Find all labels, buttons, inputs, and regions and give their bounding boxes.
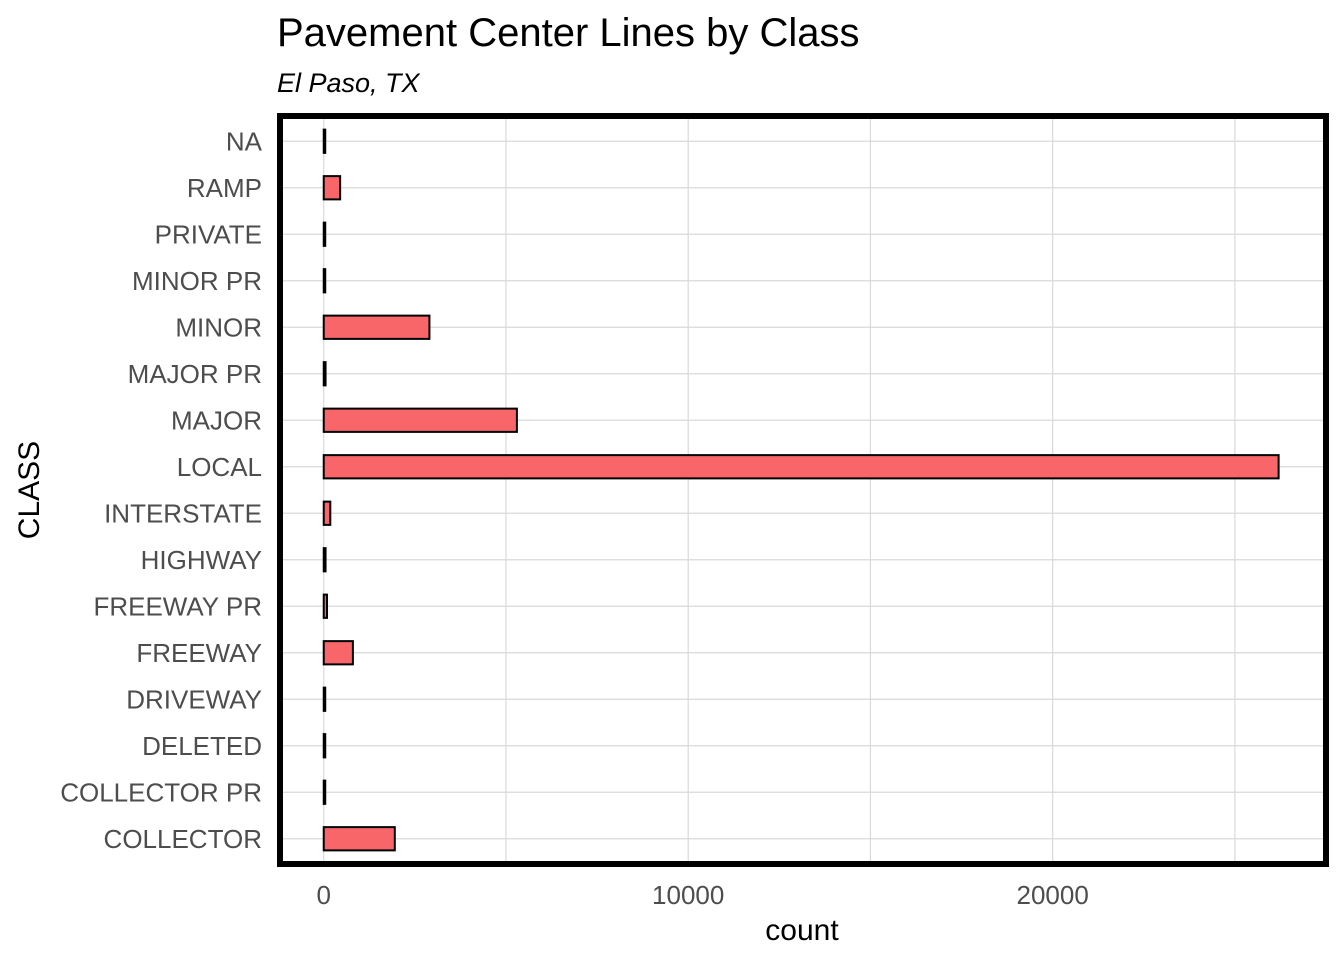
y-axis-tick-labels: COLLECTOR COLLECTOR PR DELETED DRIVEWAY FREE… <box>60 126 262 854</box>
y-tick-label: RAMP <box>187 173 262 203</box>
bar-local <box>322 454 1280 480</box>
gridlines <box>280 116 1326 864</box>
bar-na <box>322 128 327 154</box>
y-tick-label: FREEWAY PR <box>93 591 262 621</box>
y-tick-label: DRIVEWAY <box>126 684 262 714</box>
y-tick-label: MAJOR PR <box>128 359 262 389</box>
y-tick-label: HIGHWAY <box>141 545 262 575</box>
bar-major <box>322 407 518 433</box>
x-axis-tick-labels: 0 10000 20000 <box>317 880 1089 910</box>
y-tick-label: COLLECTOR PR <box>60 777 262 807</box>
y-tick-label: PRIVATE <box>155 219 262 249</box>
plot-panel-border <box>277 113 1329 867</box>
bar-freeway <box>322 640 354 666</box>
bar-freeway-pr <box>322 593 329 619</box>
bar-minor-pr <box>322 268 327 294</box>
y-tick-label: LOCAL <box>177 452 262 482</box>
chart-title: Pavement Center Lines by Class <box>277 11 860 55</box>
y-tick-label: MINOR PR <box>132 266 262 296</box>
bars <box>322 128 1280 852</box>
bar-ramp <box>322 175 342 201</box>
x-tick-label: 0 <box>317 880 331 910</box>
x-tick-label: 10000 <box>652 880 724 910</box>
y-tick-label: FREEWAY <box>136 638 262 668</box>
bar-interstate <box>322 500 332 526</box>
bar-deleted <box>322 733 327 759</box>
bar-minor <box>322 314 431 340</box>
bar-major-pr <box>322 361 327 387</box>
bar-collector <box>322 826 396 852</box>
bar-highway <box>322 547 327 573</box>
y-tick-label: MAJOR <box>171 405 262 435</box>
y-tick-label: NA <box>226 126 263 156</box>
bar-collector-pr <box>322 779 327 805</box>
bar-private <box>322 221 327 247</box>
y-axis-title: CLASS <box>13 441 46 539</box>
bar-driveway <box>322 686 327 712</box>
y-tick-label: COLLECTOR <box>104 824 262 854</box>
y-tick-label: DELETED <box>142 731 262 761</box>
y-tick-label: MINOR <box>175 312 262 342</box>
x-tick-label: 20000 <box>1016 880 1088 910</box>
y-tick-label: INTERSTATE <box>104 498 262 528</box>
chart-subtitle: El Paso, TX <box>277 68 421 98</box>
x-axis-title: count <box>765 914 839 947</box>
